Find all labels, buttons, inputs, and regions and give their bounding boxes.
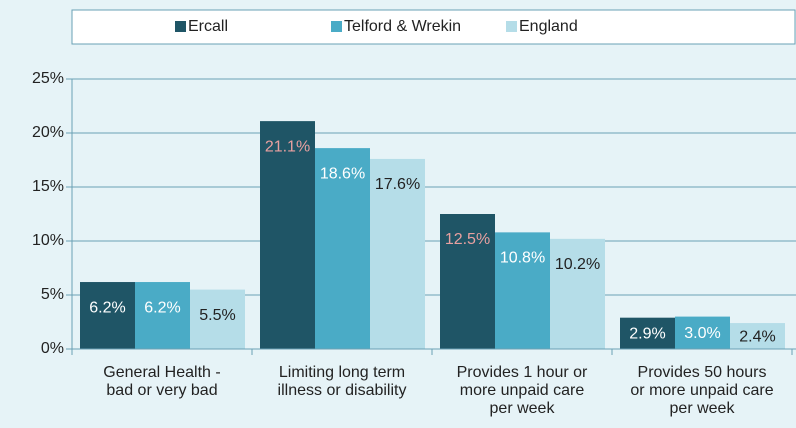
bar [550,238,605,349]
value-label: 17.6% [375,176,420,193]
x-tick-label: illness or disability [278,382,407,399]
value-label: 12.5% [445,231,490,248]
x-tick-label: or more unpaid care [630,382,773,399]
legend-swatch [506,21,517,32]
legend-swatch [331,21,342,32]
y-tick-label: 20% [32,124,64,141]
y-tick-label: 5% [41,286,64,303]
x-tick-label: Limiting long term [279,364,405,381]
bar [80,282,135,349]
legend-label: Telford & Wrekin [344,18,461,35]
value-label: 6.2% [144,299,180,316]
bar [675,316,730,349]
value-label: 2.4% [739,328,775,345]
legend-swatch [175,21,186,32]
bar [135,282,190,349]
bar [495,232,550,349]
bar [620,317,675,349]
value-label: 10.8% [500,250,545,267]
value-label: 21.1% [265,138,310,155]
value-label: 6.2% [89,299,125,316]
value-label: 10.2% [555,256,600,273]
value-label: 2.9% [629,326,665,343]
value-label: 3.0% [684,325,720,342]
x-tick-label: Provides 50 hours [638,364,767,381]
bar [370,158,425,349]
bar [315,148,370,349]
bar [730,323,785,349]
bar [260,121,315,350]
y-tick-label: 25% [32,70,64,87]
legend-box [71,9,796,45]
x-tick-label: bad or very bad [106,382,217,399]
bar [190,289,245,349]
bar [440,214,495,349]
x-tick-label: Provides 1 hour or [457,364,588,381]
x-tick-label: General Health - [103,364,220,381]
x-tick-label: more unpaid care [460,382,585,399]
x-tick-label: per week [670,400,736,417]
legend-label: Ercall [188,18,228,35]
y-tick-label: 15% [32,178,64,195]
y-tick-label: 10% [32,232,64,249]
value-label: 5.5% [199,307,235,324]
legend-label: England [519,18,578,35]
value-label: 18.6% [320,165,365,182]
y-tick-label: 0% [41,340,64,357]
x-tick-label: per week [490,400,556,417]
